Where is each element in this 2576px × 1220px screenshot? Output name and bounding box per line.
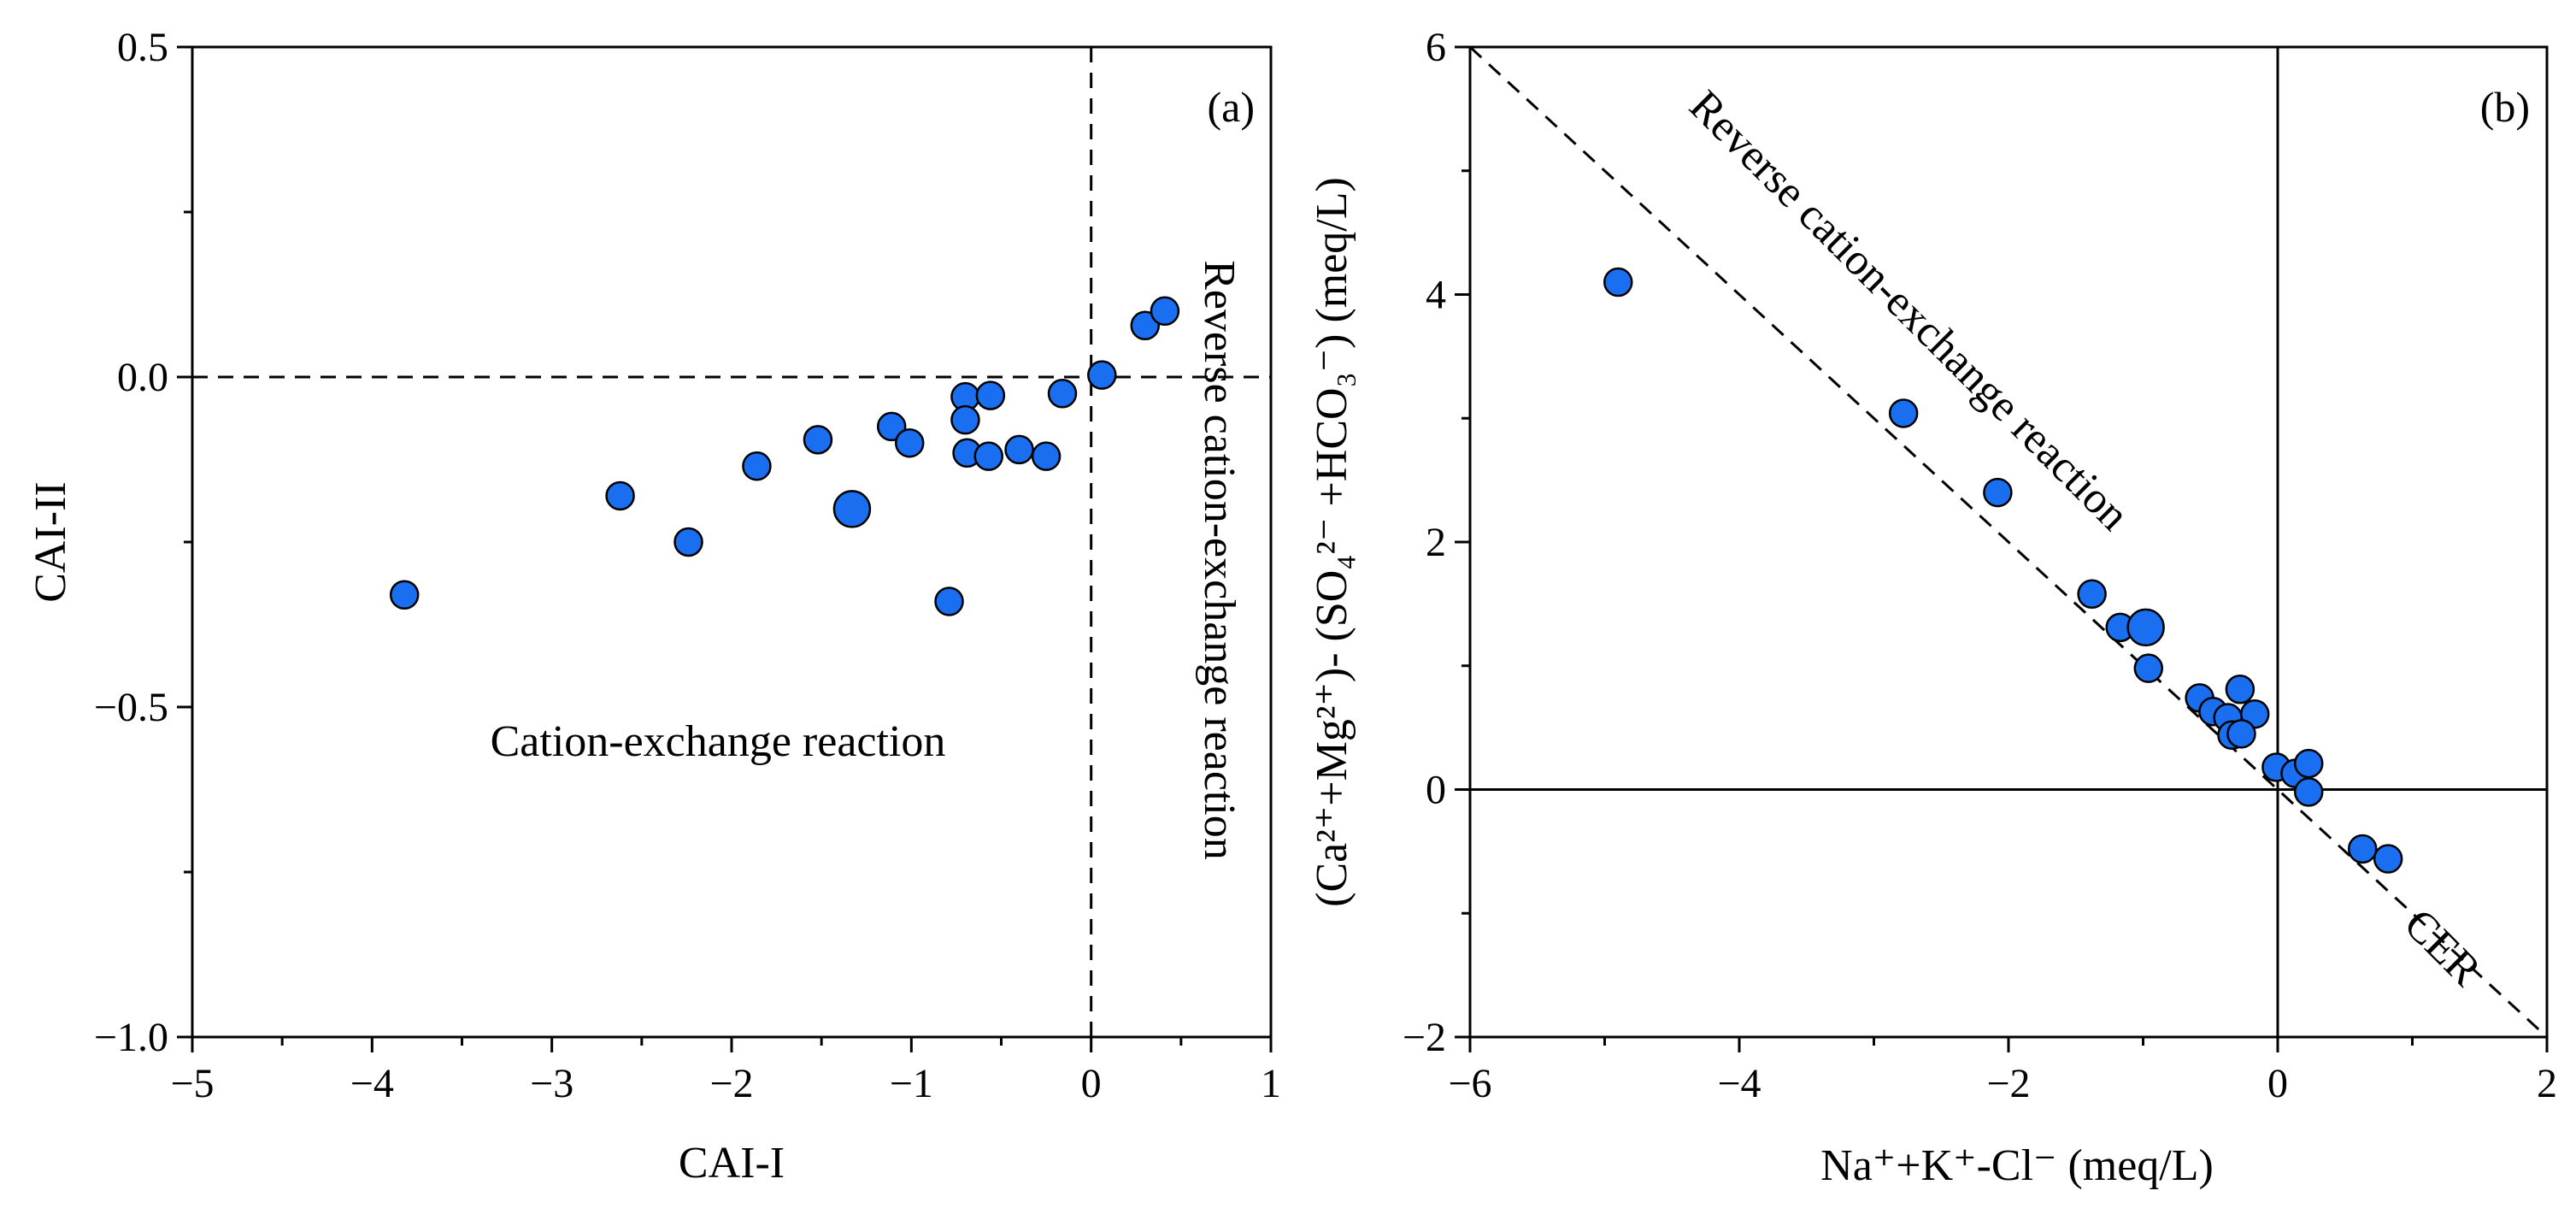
panel-a-reference-lines	[192, 47, 1271, 1037]
a-y-tick-label: −0.5	[94, 685, 168, 730]
panel-a-frame	[191, 45, 1273, 1039]
b-data-point	[2225, 675, 2255, 704]
b-data-point	[2347, 834, 2378, 864]
a-data-point	[1087, 360, 1117, 390]
panel-a: −5 −4 −3 −2 −1 0 1 −1.0 −0.5 0.0 0.5 (a) Cation-ex…	[26, 25, 1281, 1188]
a-data-point	[742, 451, 772, 481]
a-data-point	[950, 404, 980, 435]
b-x-tick-label: 0	[2267, 1061, 2288, 1106]
a-x-tick-label: −3	[530, 1061, 573, 1106]
b-y-tick-label: 0	[1426, 768, 1446, 813]
a-data-point	[973, 441, 1004, 471]
panel-b-x-axis-title: Na⁺+K⁺-Cl⁻ (meq/L)	[1820, 1141, 2214, 1190]
panel-a-y-axis-title: CAI-II	[26, 481, 75, 603]
a-x-tick-label: 0	[1081, 1061, 1102, 1106]
panel-b: −6 −4 −2 0 2 −2 0 2 4 6 (b) Reverse cation-exchan…	[1308, 25, 2557, 1190]
b-data-point	[2226, 719, 2256, 749]
a-x-tick-label: −1	[890, 1061, 933, 1106]
a-data-point	[389, 580, 420, 610]
a-data-point	[894, 427, 925, 458]
panel-b-annotation-cer: CER	[2395, 899, 2491, 995]
panel-a-points	[389, 296, 1180, 616]
panel-a-x-axis-title: CAI-I	[679, 1139, 785, 1188]
b-data-point	[2293, 777, 2324, 807]
a-y-tick-label: 0.5	[117, 25, 168, 70]
b-data-point	[2133, 653, 2164, 683]
b-data-point	[1888, 398, 1919, 428]
b-x-tick-label: −2	[1986, 1061, 2030, 1106]
panel-a-ticks: −5 −4 −3 −2 −1 0 1 −1.0 −0.5 0.0 0.5	[94, 25, 1281, 1106]
b-y-tick-label: 6	[1426, 25, 1446, 70]
b-data-point	[1603, 267, 1633, 298]
b-x-tick-label: 2	[2537, 1061, 2557, 1106]
panel-b-ticks: −6 −4 −2 0 2 −2 0 2 4 6	[1403, 25, 2557, 1106]
a-data-point	[1004, 434, 1034, 465]
b-y-tick-label: 4	[1426, 273, 1446, 318]
b-data-point	[2077, 579, 2107, 610]
a-y-tick-label: −1.0	[94, 1015, 168, 1060]
a-data-point	[975, 380, 1006, 410]
b-x-tick-label: −4	[1717, 1061, 1761, 1106]
b-x-tick-label: −6	[1448, 1061, 1491, 1106]
b-data-point	[2293, 748, 2324, 779]
a-data-point	[803, 425, 833, 455]
panel-a-label: (a)	[1208, 83, 1256, 131]
a-x-tick-label: −4	[350, 1061, 394, 1106]
b-data-point	[1983, 477, 2013, 508]
b-data-point	[2126, 608, 2165, 647]
a-data-point	[605, 480, 635, 511]
a-x-tick-label: 1	[1261, 1061, 1281, 1106]
panel-a-annotation-cation-exchange: Cation-exchange reaction	[491, 717, 946, 766]
b-ref-line-diagonal	[1468, 45, 2549, 1039]
a-y-tick-label: 0.0	[117, 355, 168, 400]
b-y-tick-label: −2	[1403, 1015, 1446, 1060]
a-x-tick-label: −2	[709, 1061, 753, 1106]
b-data-point	[2373, 844, 2403, 874]
a-data-point	[673, 527, 703, 557]
a-data-point	[1150, 296, 1180, 327]
panel-b-reference-lines	[1468, 45, 2549, 1039]
panel-b-y-axis-title: (Ca²⁺+Mg²⁺)- (SO₄²⁻ +HCO₃⁻) (meq/L)	[1308, 177, 1356, 907]
panel-b-points	[1603, 267, 2403, 874]
a-data-point	[1130, 310, 1161, 341]
a-data-point	[934, 586, 964, 616]
a-x-tick-label: −5	[170, 1061, 214, 1106]
a-data-point	[1031, 441, 1062, 471]
b-y-tick-label: 2	[1426, 520, 1446, 565]
panel-b-annotation-reverse-cation-exchange: Reverse cation-exchange reaction	[1679, 81, 2138, 539]
panel-b-label: (b)	[2480, 83, 2530, 131]
a-data-point	[832, 490, 872, 528]
panel-a-annotation-reverse-cation-exchange: Reverse cation-exchange reaction	[1195, 260, 1244, 860]
a-data-point	[1047, 379, 1078, 409]
